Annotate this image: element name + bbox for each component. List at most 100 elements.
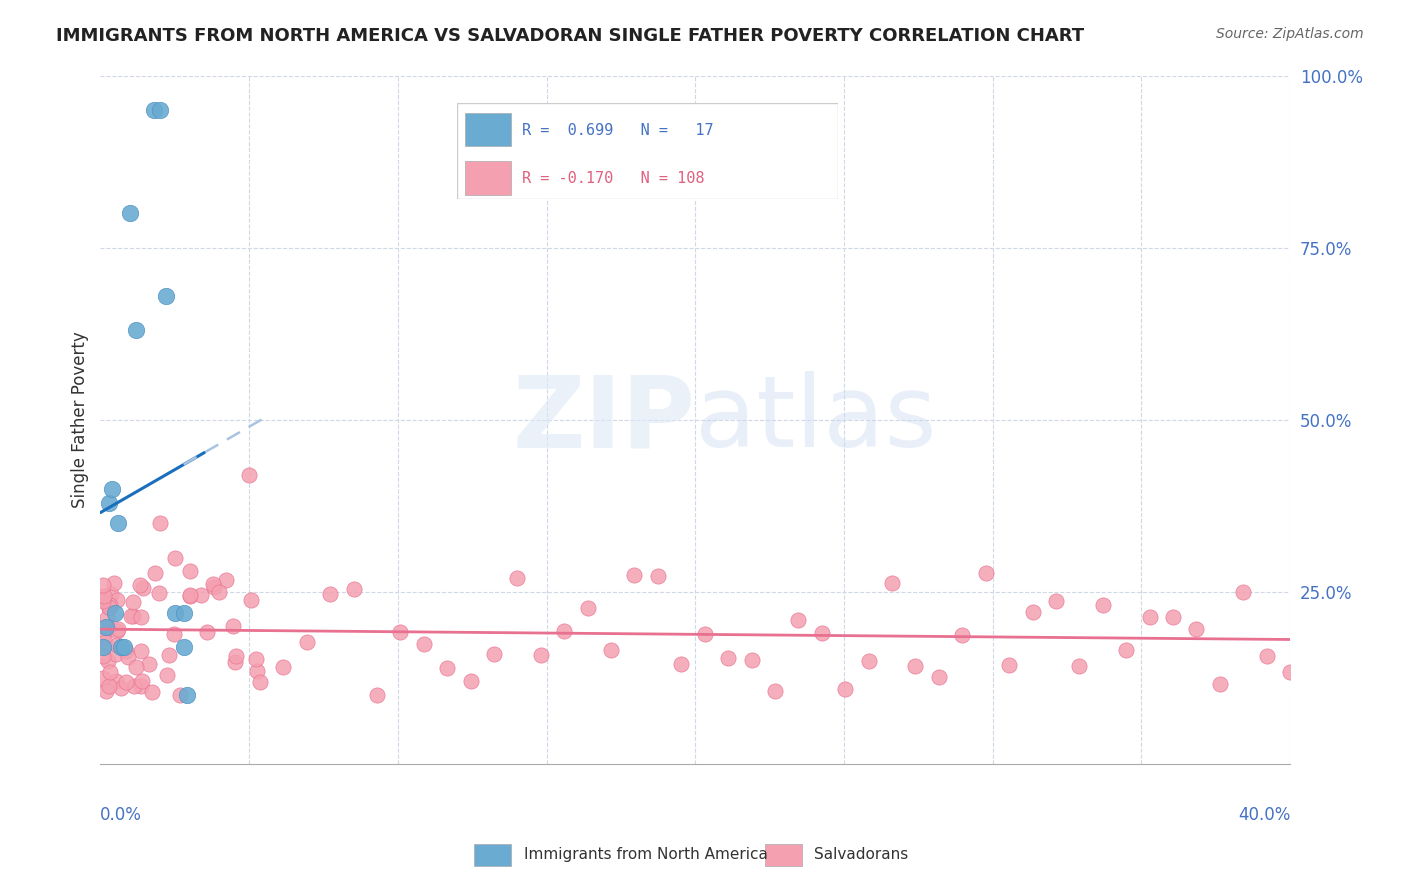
Salvadorans (904, 658, 927, 673)
Immigrants from North America (125, 323, 148, 337)
Salvadorans (671, 657, 693, 672)
Salvadorans (93, 594, 115, 608)
Salvadorans (143, 566, 166, 580)
Salvadorans (693, 626, 716, 640)
Salvadorans (295, 635, 318, 649)
Salvadorans (124, 660, 146, 674)
Immigrants from North America (107, 516, 129, 531)
Salvadorans (366, 688, 388, 702)
Salvadorans (202, 580, 225, 594)
Salvadorans (105, 638, 128, 652)
Salvadorans (129, 644, 152, 658)
Salvadorans (131, 679, 153, 693)
Salvadorans (319, 587, 342, 601)
Salvadorans (97, 599, 120, 614)
Salvadorans (105, 592, 128, 607)
Salvadorans (1209, 677, 1232, 691)
Salvadorans (208, 585, 231, 599)
Salvadorans (91, 630, 114, 644)
Salvadorans (834, 681, 856, 696)
Salvadorans (156, 668, 179, 682)
Salvadorans (117, 649, 139, 664)
Salvadorans (131, 673, 153, 688)
Text: Salvadorans: Salvadorans (814, 847, 908, 862)
Salvadorans (141, 685, 163, 699)
Salvadorans (1115, 642, 1137, 657)
Immigrants from North America (149, 103, 172, 117)
Salvadorans (201, 577, 224, 591)
Text: Immigrants from North America: Immigrants from North America (523, 847, 768, 862)
Salvadorans (225, 648, 247, 663)
Salvadorans (271, 660, 294, 674)
Immigrants from North America (173, 606, 195, 620)
Salvadorans (91, 578, 114, 592)
Salvadorans (412, 637, 434, 651)
Immigrants from North America (120, 206, 142, 220)
Salvadorans (647, 569, 669, 583)
Salvadorans (222, 619, 245, 633)
Salvadorans (100, 587, 122, 601)
Salvadorans (214, 573, 236, 587)
Salvadorans (741, 653, 763, 667)
Salvadorans (1021, 605, 1043, 619)
Salvadorans (149, 516, 172, 531)
Salvadorans (91, 649, 114, 664)
Salvadorans (163, 627, 186, 641)
Text: Source: ZipAtlas.com: Source: ZipAtlas.com (1216, 27, 1364, 41)
Salvadorans (98, 679, 121, 693)
Salvadorans (623, 568, 645, 582)
Bar (474, 844, 512, 866)
Salvadorans (1069, 659, 1091, 673)
Salvadorans (1256, 648, 1278, 663)
Immigrants from North America (96, 619, 118, 633)
Salvadorans (1232, 584, 1254, 599)
Salvadorans (553, 624, 575, 638)
Immigrants from North America (142, 103, 165, 117)
Salvadorans (950, 628, 973, 642)
Salvadorans (880, 575, 903, 590)
Salvadorans (148, 585, 170, 599)
Immigrants from North America (101, 482, 124, 496)
Salvadorans (249, 674, 271, 689)
Salvadorans (974, 566, 997, 581)
Salvadorans (97, 621, 120, 635)
Salvadorans (110, 681, 132, 695)
Salvadorans (179, 588, 201, 602)
Immigrants from North America (91, 640, 114, 655)
Salvadorans (122, 595, 145, 609)
Salvadorans (576, 601, 599, 615)
Salvadorans (998, 658, 1021, 673)
Salvadorans (246, 664, 269, 678)
Salvadorans (717, 651, 740, 665)
Salvadorans (121, 609, 143, 624)
Salvadorans (104, 648, 127, 662)
Salvadorans (97, 654, 120, 668)
Salvadorans (120, 609, 142, 624)
Immigrants from North America (98, 495, 121, 509)
Immigrants from North America (110, 640, 132, 655)
Immigrants from North America (104, 606, 127, 620)
Salvadorans (530, 648, 553, 663)
Y-axis label: Single Father Poverty: Single Father Poverty (72, 332, 89, 508)
Salvadorans (436, 661, 458, 675)
Salvadorans (129, 610, 152, 624)
Salvadorans (224, 655, 246, 669)
Salvadorans (600, 643, 623, 657)
Salvadorans (482, 647, 505, 661)
Salvadorans (389, 625, 412, 640)
Salvadorans (1091, 598, 1114, 612)
Immigrants from North America (173, 640, 195, 655)
Salvadorans (98, 598, 121, 612)
Salvadorans (1045, 594, 1067, 608)
Salvadorans (98, 600, 121, 615)
Salvadorans (122, 679, 145, 693)
Salvadorans (1161, 610, 1184, 624)
Salvadorans (104, 673, 127, 688)
Salvadorans (91, 671, 114, 685)
Text: IMMIGRANTS FROM NORTH AMERICA VS SALVADORAN SINGLE FATHER POVERTY CORRELATION CH: IMMIGRANTS FROM NORTH AMERICA VS SALVADO… (56, 27, 1084, 45)
Salvadorans (93, 589, 115, 603)
Salvadorans (131, 582, 153, 596)
Immigrants from North America (163, 606, 186, 620)
Salvadorans (179, 565, 201, 579)
Salvadorans (811, 626, 834, 640)
